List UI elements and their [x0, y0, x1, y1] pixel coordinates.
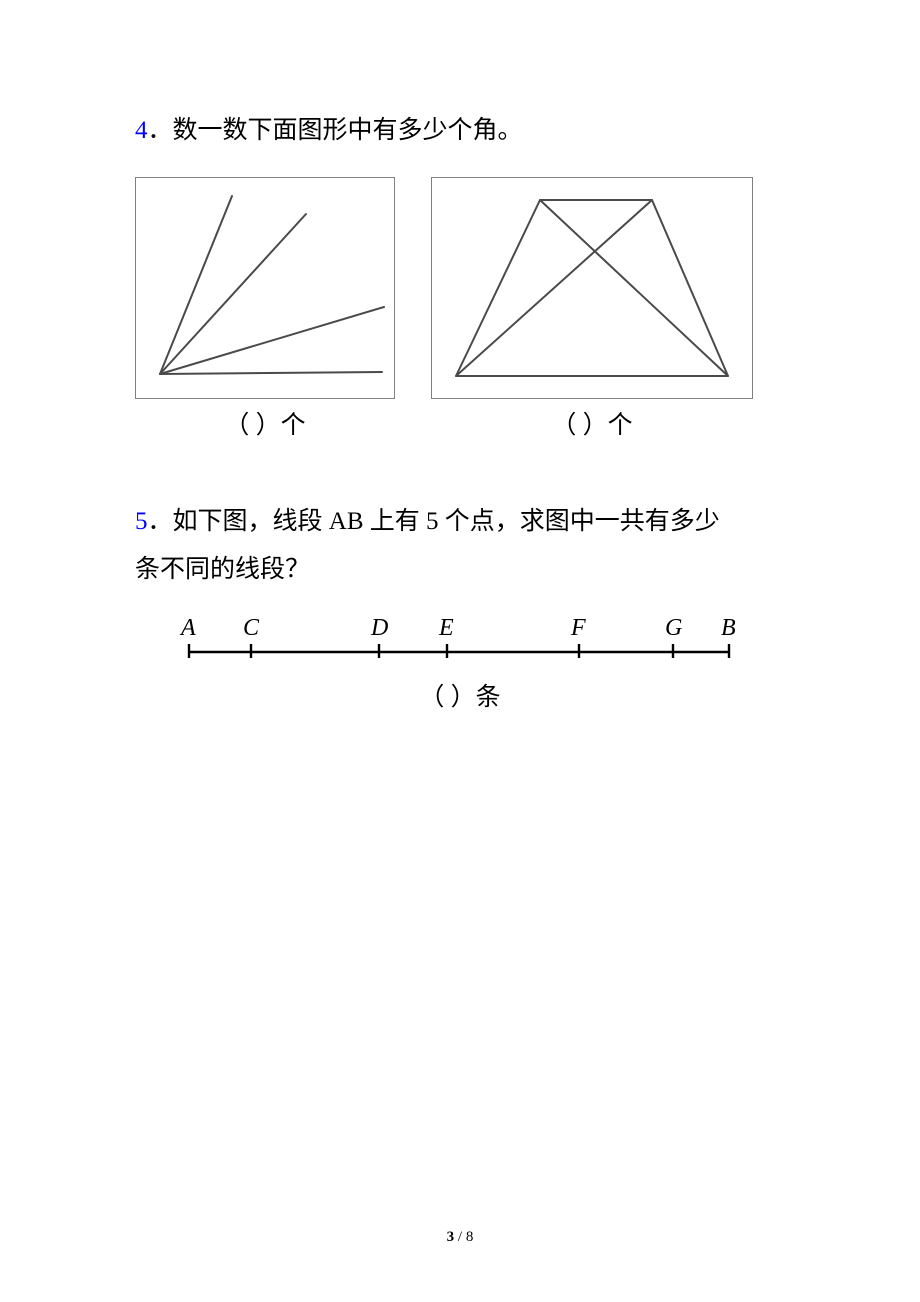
page-footer: 3 / 8: [0, 1229, 920, 1246]
q5-seg-svg: [179, 644, 735, 664]
q5-dot: ．: [148, 508, 173, 535]
q5-suffix: ）条: [451, 684, 501, 711]
q5-answer: （ ）条: [179, 677, 741, 713]
q4-number: 4: [135, 117, 148, 144]
seg-point-label: A: [181, 616, 196, 640]
q5-prefix: （: [419, 684, 444, 711]
q5-number: 5: [135, 508, 148, 535]
q4-fig2-svg: [432, 178, 752, 393]
q4-fig2-prefix: （: [551, 412, 576, 439]
q5-seg-labels: ACDEFGB: [179, 616, 735, 642]
page-sep: /: [454, 1229, 466, 1245]
seg-point-label: B: [721, 616, 736, 640]
q5-line1: 5．如下图，线段 AB 上有 5 个点，求图中一共有多少: [135, 501, 785, 544]
q4-figures: （ ）个 （ ）个: [135, 177, 785, 441]
q4-line: 4．数一数下面图形中有多少个角。: [135, 110, 785, 153]
q4-fig2-box: [431, 177, 753, 399]
seg-point-label: G: [665, 616, 682, 640]
seg-point-label: D: [371, 616, 388, 640]
q5-line2: 条不同的线段？: [135, 549, 785, 592]
q4-fig1-suffix: ）个: [256, 412, 306, 439]
q4-text: 数一数下面图形中有多少个角。: [173, 117, 523, 144]
seg-point-label: E: [439, 616, 454, 640]
q4-dot: ．: [148, 117, 173, 144]
q4-fig1-cell: （ ）个: [135, 177, 395, 441]
seg-point-label: F: [571, 616, 586, 640]
q4-fig2-suffix: ）个: [583, 412, 633, 439]
q5-figure: A C D E F G B （ ）条: [179, 616, 741, 713]
q4-fig2-answer: （ ）个: [551, 405, 632, 441]
q4-fig1-box: [135, 177, 395, 399]
q5-text1: 如下图，线段 AB 上有 5 个点，求图中一共有多少: [173, 508, 720, 535]
q4-fig1-prefix: （: [224, 412, 249, 439]
q4-fig1-svg: [136, 178, 394, 393]
q4-fig1-answer: （ ）个: [224, 405, 305, 441]
q5-section: 5．如下图，线段 AB 上有 5 个点，求图中一共有多少 条不同的线段？ A C D…: [135, 501, 785, 713]
page-total: 8: [466, 1229, 474, 1245]
q5-text2: 条不同的线段？: [135, 556, 310, 583]
q4-fig2-cell: （ ）个: [431, 177, 753, 441]
seg-point-label: C: [243, 616, 259, 640]
